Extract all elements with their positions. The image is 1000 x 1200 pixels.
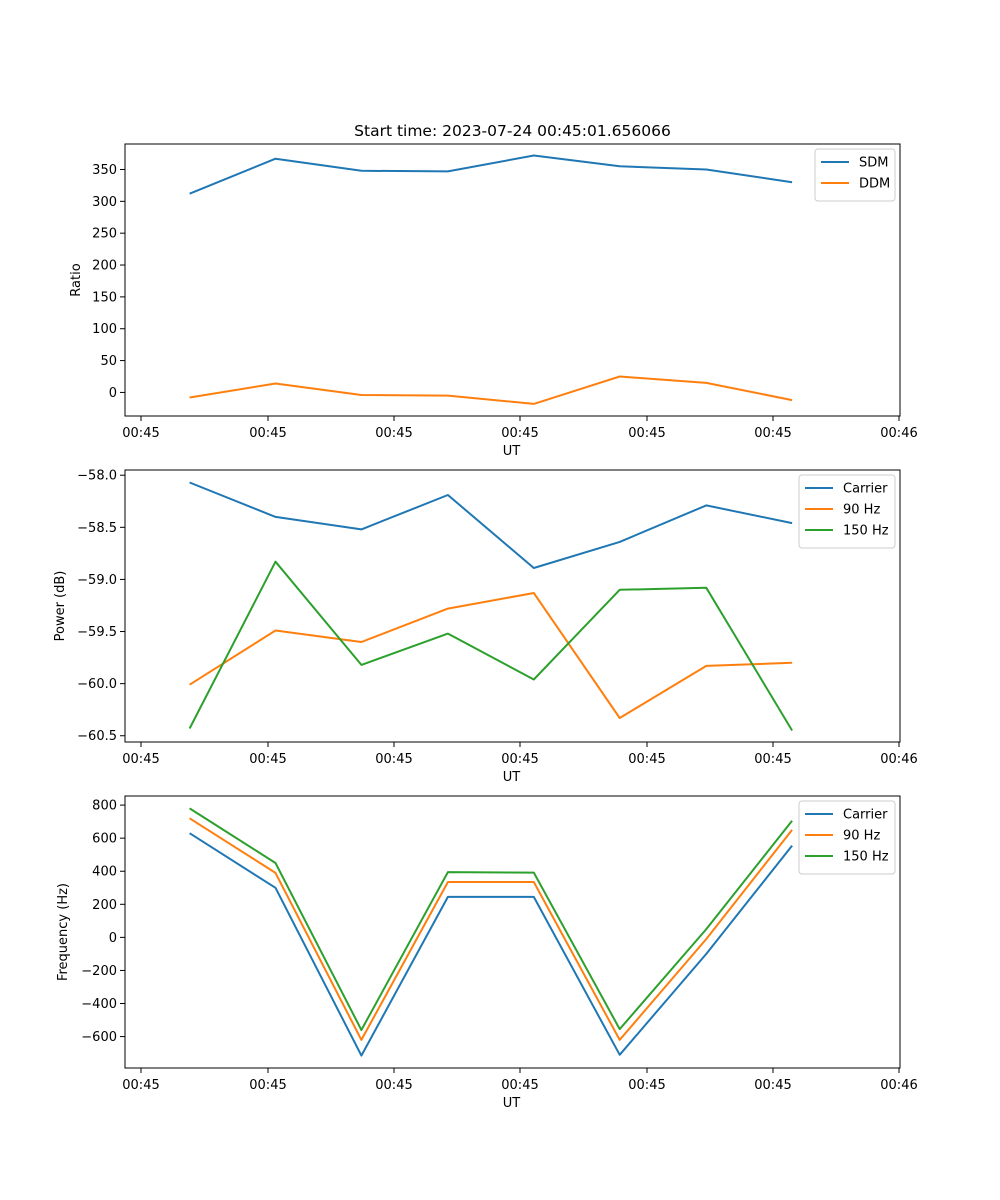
legend-label: Carrier (843, 482, 888, 497)
y-axis-label: Frequency (Hz) (56, 883, 71, 981)
y-tick-label: 200 (92, 898, 117, 913)
y-tick-label: −200 (81, 964, 117, 979)
y-tick-label: −60.0 (77, 677, 117, 692)
y-tick-label: −59.0 (77, 573, 117, 588)
x-tick-label: 00:45 (375, 426, 412, 441)
legend-label: 150 Hz (843, 524, 889, 539)
series-line-sdm (189, 154, 793, 195)
y-tick-label: −59.5 (77, 625, 117, 640)
subplot-1: 00:45 00:45 00:45 00:45 00:45 00:45 00:46 UT 0 50… (69, 143, 918, 459)
axes-frame (124, 143, 901, 417)
x-axis-label: UT (503, 444, 521, 459)
x-tick-label: 00:45 (754, 426, 791, 441)
x-tick-label: 00:45 (375, 752, 412, 767)
y-tick-label: 400 (92, 865, 117, 880)
y-tick-label: 300 (92, 195, 117, 210)
x-tick-label: 00:46 (880, 752, 917, 767)
x-tick-label: 00:45 (122, 1078, 159, 1093)
y-tick-label: 150 (92, 290, 117, 305)
y-tick-label: 50 (100, 354, 117, 369)
y-tick-label: −600 (81, 1030, 117, 1045)
series-line-carrier (189, 481, 793, 569)
legend: SDM DDM (814, 148, 896, 202)
x-axis-label: UT (503, 770, 521, 785)
legend: Carrier 90 Hz 150 Hz (798, 800, 896, 875)
y-axis-label: Power (dB) (53, 571, 68, 642)
axes-frame (124, 469, 901, 743)
subplot-2: 00:45 00:45 00:45 00:45 00:45 00:45 00:46 UT −58… (53, 469, 918, 785)
subplots: 00:45 00:45 00:45 00:45 00:45 00:45 00:46 UT 0 50… (53, 143, 918, 1111)
x-tick-label: 00:45 (754, 752, 791, 767)
x-tick-label: 00:45 (249, 426, 286, 441)
x-tick-label: 00:45 (249, 752, 286, 767)
series-line-carrier (189, 832, 793, 1057)
legend-label: 150 Hz (843, 850, 889, 865)
legend-label: SDM (859, 156, 888, 171)
y-tick-label: 250 (92, 227, 117, 242)
x-tick-label: 00:45 (122, 426, 159, 441)
x-tick-label: 00:45 (754, 1078, 791, 1093)
y-tick-label: −58.5 (77, 521, 117, 536)
series-line-ddm (189, 375, 793, 405)
x-tick-label: 00:45 (501, 752, 538, 767)
y-tick-label: −58.0 (77, 469, 117, 484)
x-tick-label: 00:45 (501, 426, 538, 441)
y-axis-label: Ratio (69, 263, 84, 296)
figure-title: Start time: 2023-07-24 00:45:01.656066 (354, 122, 671, 140)
x-tick-label: 00:45 (122, 752, 159, 767)
y-tick-label: −60.5 (77, 729, 117, 744)
axes-frame (124, 795, 901, 1069)
x-tick-label: 00:46 (880, 426, 917, 441)
legend-label: 90 Hz (843, 829, 880, 844)
series-line-150-hz (189, 807, 793, 1031)
y-tick-label: 800 (92, 799, 117, 814)
y-tick-label: 100 (92, 322, 117, 337)
x-tick-label: 00:45 (628, 426, 665, 441)
y-tick-label: −400 (81, 997, 117, 1012)
series-line-150-hz (188, 560, 793, 732)
x-tick-label: 00:45 (375, 1078, 412, 1093)
y-tick-label: 600 (92, 832, 117, 847)
legend-label: Carrier (843, 808, 888, 823)
x-tick-label: 00:45 (628, 752, 665, 767)
series-line-90-hz (189, 817, 793, 1041)
y-tick-label: 0 (109, 386, 117, 401)
x-axis-label: UT (503, 1096, 521, 1111)
subplot-3: 00:45 00:45 00:45 00:45 00:45 00:45 00:46 UT 800… (56, 795, 918, 1111)
y-tick-label: 350 (92, 163, 117, 178)
legend-label: DDM (859, 177, 890, 192)
y-tick-label: 0 (109, 931, 117, 946)
x-tick-label: 00:45 (628, 1078, 665, 1093)
legend: Carrier 90 Hz 150 Hz (798, 474, 896, 549)
legend-label: 90 Hz (843, 503, 880, 518)
x-tick-label: 00:46 (880, 1078, 917, 1093)
series-line-90-hz (189, 592, 793, 719)
x-tick-label: 00:45 (501, 1078, 538, 1093)
x-tick-label: 00:45 (249, 1078, 286, 1093)
y-tick-label: 200 (92, 259, 117, 274)
